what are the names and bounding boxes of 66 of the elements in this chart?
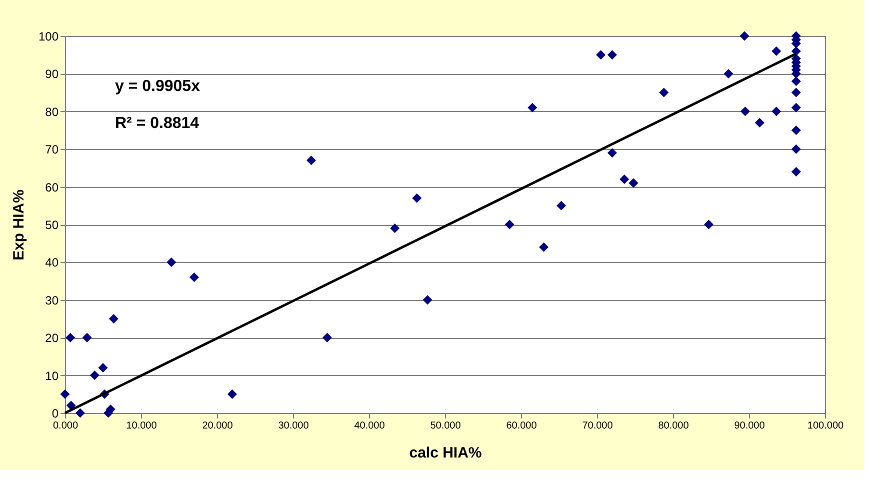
point — [66, 332, 76, 342]
point — [75, 408, 85, 418]
point — [724, 68, 734, 78]
point — [422, 295, 432, 305]
point — [189, 272, 199, 282]
x-tick-label: 70.000 — [582, 420, 614, 432]
y-tick-label: 70 — [45, 142, 59, 157]
point — [306, 156, 316, 166]
annotation: y = 0.9905x — [115, 78, 200, 95]
y-axis-title: Exp HIA% — [10, 190, 28, 260]
point — [556, 200, 566, 210]
y-tick-label: 100 — [38, 30, 59, 44]
point — [620, 174, 630, 184]
point — [704, 220, 714, 230]
point — [60, 389, 70, 399]
point — [791, 102, 801, 112]
x-tick-label: 0.000 — [52, 420, 78, 432]
point — [98, 363, 108, 373]
point — [412, 193, 422, 203]
point — [659, 88, 669, 98]
point — [791, 166, 801, 176]
point — [322, 332, 332, 342]
y-tick-label: 20 — [45, 331, 59, 346]
x-tick-label: 10.000 — [126, 420, 158, 432]
x-tick-label: 80.000 — [658, 420, 690, 432]
annotation: R² = 0.8814 — [115, 115, 200, 132]
point — [227, 389, 237, 399]
point — [166, 257, 176, 267]
y-tick-label: 40 — [45, 256, 59, 270]
point — [90, 370, 100, 380]
point — [539, 242, 549, 252]
y-tick-label: 50 — [45, 218, 59, 232]
point — [596, 50, 606, 60]
x-tick-label: 20.000 — [202, 420, 234, 432]
point — [106, 404, 116, 414]
y-tick-label: 90 — [45, 67, 59, 82]
point — [82, 332, 92, 342]
point — [66, 400, 76, 410]
x-tick-label: 90.000 — [734, 420, 766, 432]
x-tick-label: 100.000 — [807, 420, 844, 432]
point — [791, 76, 801, 86]
x-tick-label: 40.000 — [354, 420, 386, 432]
point — [740, 31, 750, 41]
point — [791, 144, 801, 154]
y-tick-label: 10 — [45, 368, 59, 383]
point — [504, 220, 514, 230]
y-tick-label: 80 — [45, 104, 59, 119]
x-axis-title: calc HIA% — [409, 444, 482, 462]
point — [108, 314, 118, 324]
point — [740, 106, 750, 116]
point — [754, 118, 764, 128]
point — [607, 50, 617, 60]
point — [628, 178, 638, 188]
point — [772, 46, 782, 56]
point — [528, 102, 538, 112]
x-tick-label: 30.000 — [278, 420, 310, 432]
point — [390, 224, 400, 234]
point — [772, 106, 782, 116]
point — [791, 88, 801, 98]
x-tick-label: 50.000 — [430, 420, 462, 432]
x-tick-label: 60.000 — [506, 420, 538, 432]
y-tick-label: 60 — [45, 180, 59, 194]
y-tick-label: 0 — [52, 406, 59, 420]
point — [607, 148, 617, 158]
point — [791, 126, 801, 135]
y-tick-label: 30 — [45, 293, 59, 308]
